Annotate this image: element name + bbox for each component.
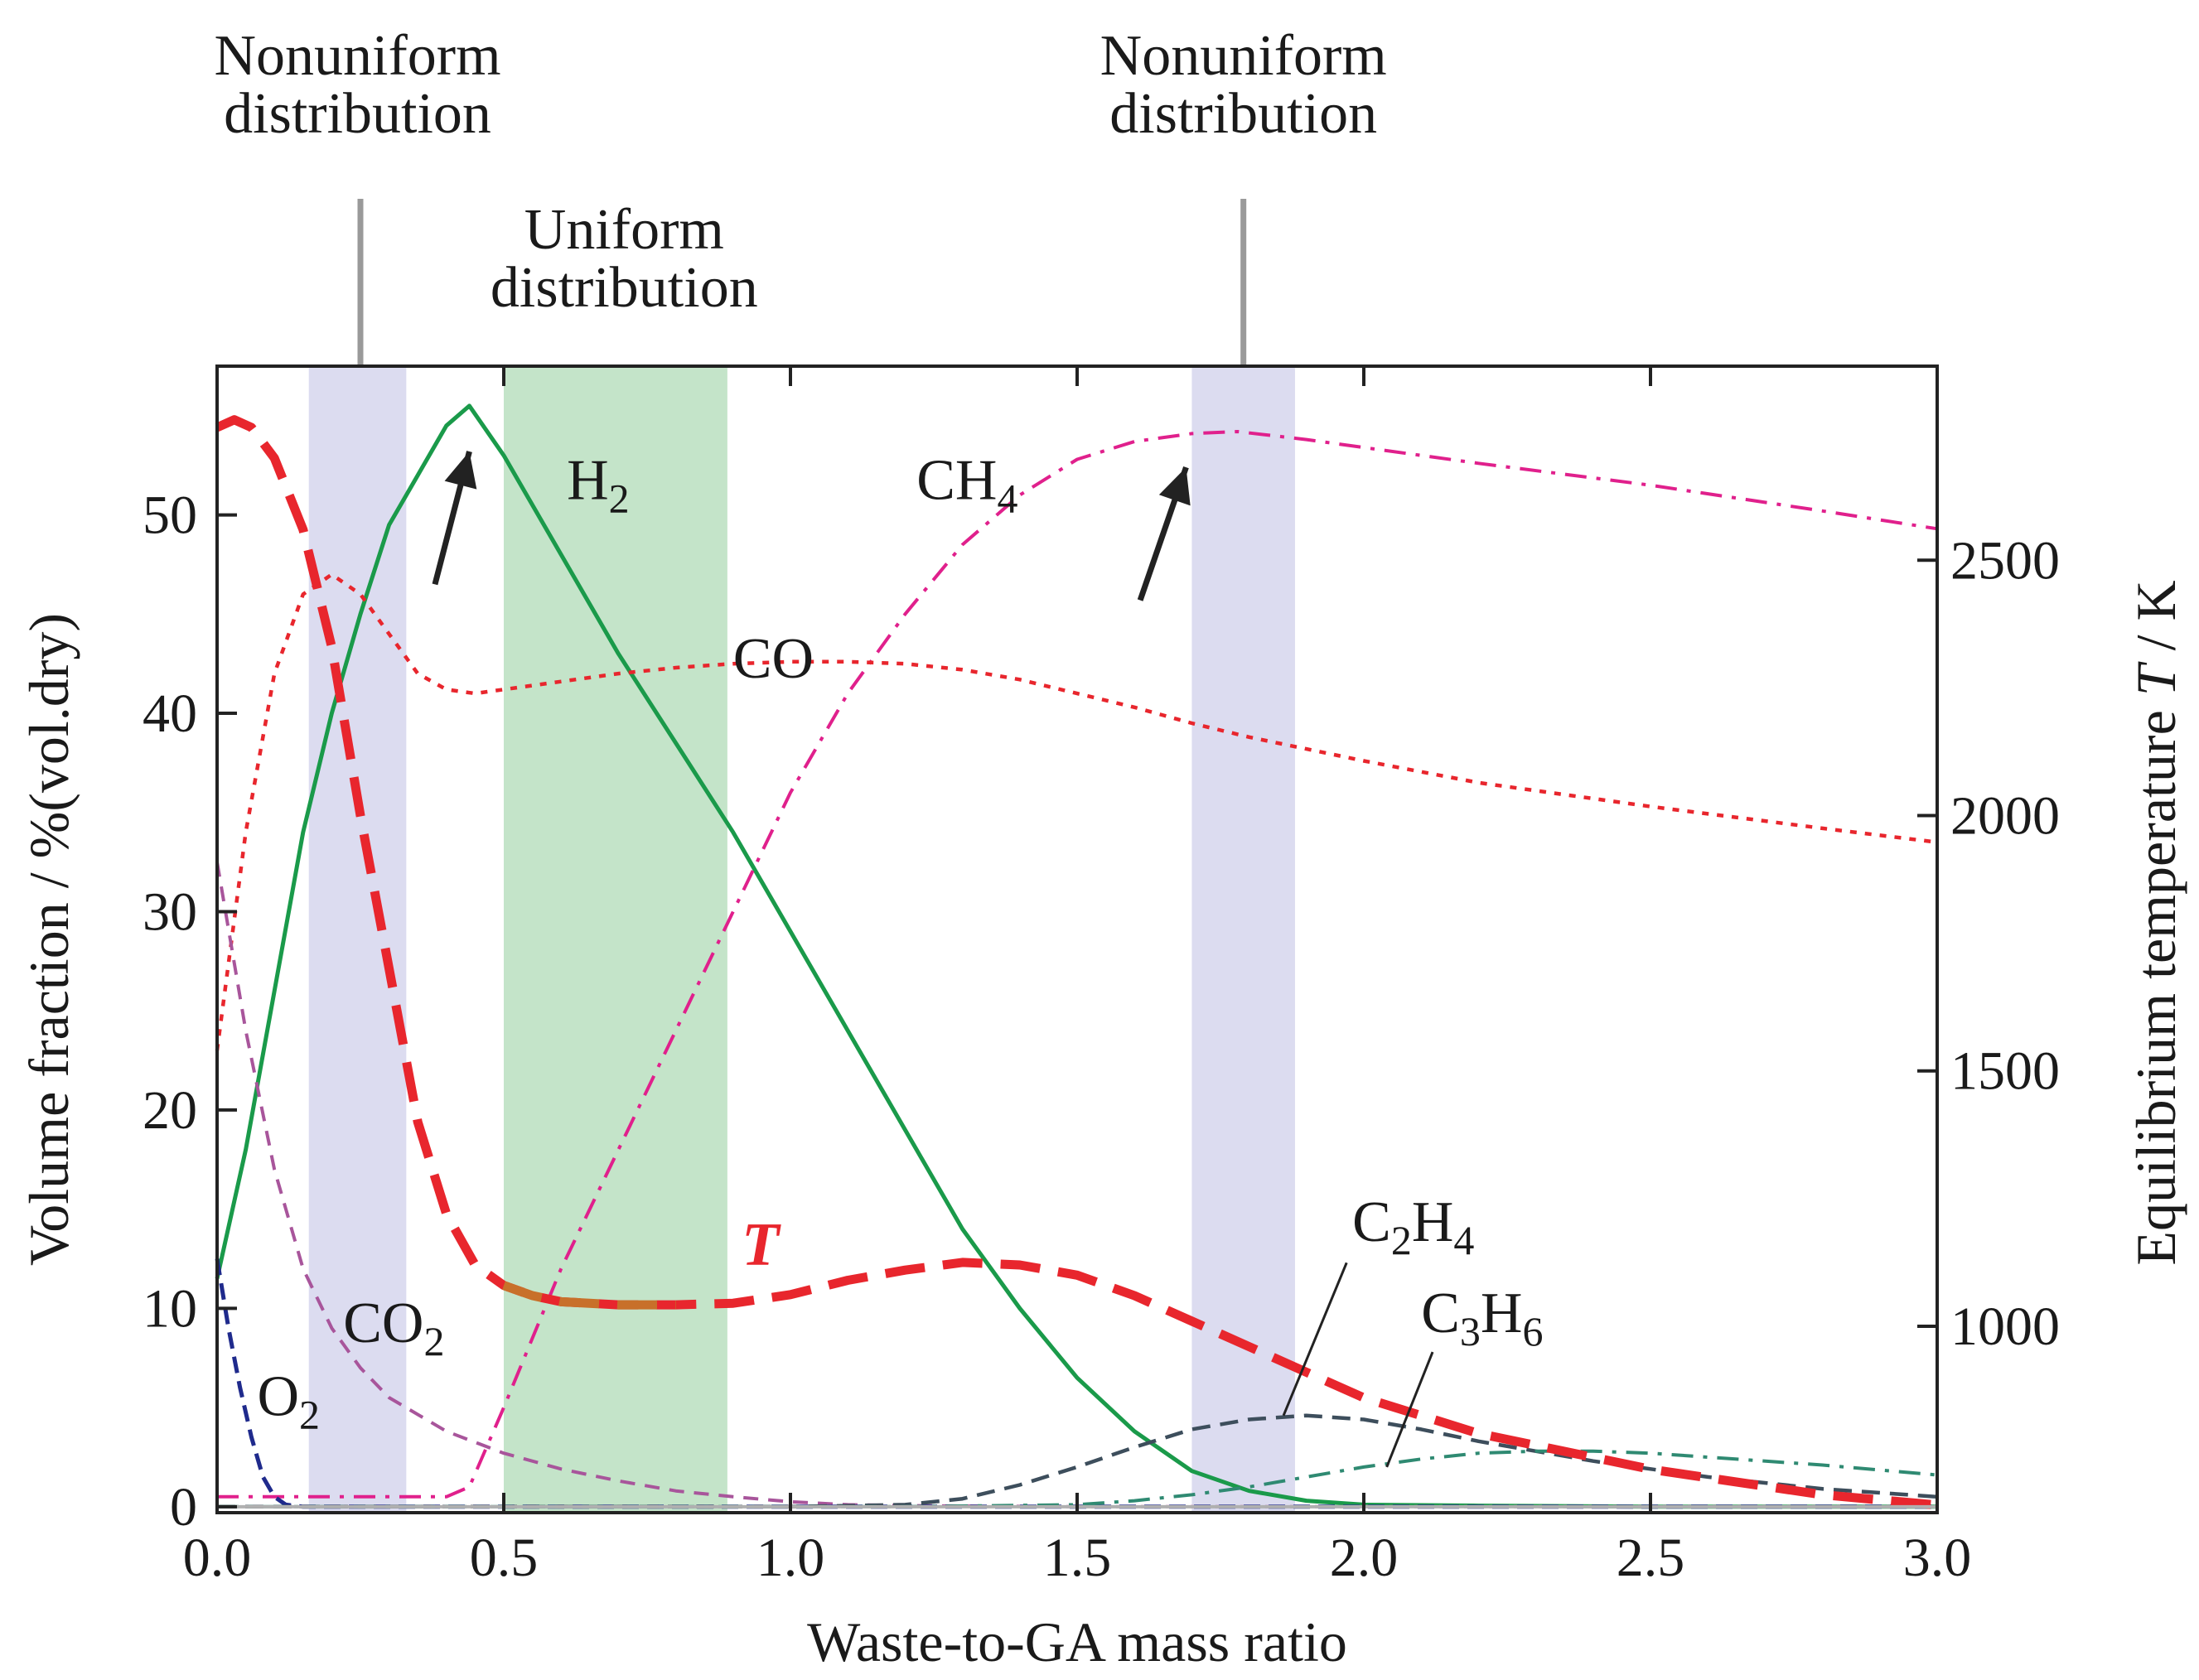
region-label-uniform-line1: Uniform: [524, 198, 724, 262]
y-axis-label: Volume fraction / %(vol.dry): [17, 613, 80, 1266]
series-label-c2h4: C2H4: [1352, 1190, 1474, 1263]
y2-axis-label: Equilibrium temperature T / K: [2124, 580, 2187, 1265]
arrow-h2-peak-head: [444, 451, 477, 490]
annotations: H2 CH4 CO CO2 O2 C2H4 C3H6 T: [257, 448, 1543, 1468]
x-tick-label-3: 1.5: [1043, 1528, 1112, 1588]
series-label-co2: CO2: [343, 1291, 444, 1364]
series-line-ch4: [217, 430, 1938, 1499]
y-tick-label-2: 20: [143, 1080, 197, 1141]
arrow-ch4-peak-head: [1158, 467, 1191, 506]
x-tick-label-6: 3.0: [1903, 1528, 1972, 1588]
series-line-t-uniform-segment: [502, 1281, 676, 1310]
region-nonuniform-1: [308, 366, 407, 1513]
y2-tick-label-0: 1000: [1950, 1296, 2060, 1357]
y2-tick-label-3: 2500: [1950, 530, 2060, 591]
axes: 0.0 0.5 1.0 1.5 2.0 2.5 3.0 0 10 20 30 40 50 1000 1500…: [17, 366, 2187, 1673]
y-tick-label-3: 30: [143, 881, 197, 942]
region-label-nonuniform-1-line2: distribution: [224, 82, 491, 146]
x-tick-label-0: 0.0: [183, 1528, 252, 1588]
series-label-co: CO: [733, 627, 814, 691]
series-lines: [215, 403, 1938, 1510]
region-label-nonuniform-1-line1: Nonuniform: [215, 24, 501, 88]
series-label-ch4: CH4: [916, 448, 1017, 521]
series-line-c2h4: [217, 1413, 1938, 1509]
y-tick-label-4: 40: [143, 683, 197, 744]
series-label-t: T: [742, 1211, 781, 1279]
region-labels: NonuniformdistributionUniformdistributio…: [215, 24, 1387, 366]
region-uniform: [504, 366, 727, 1513]
series-line-o2: [215, 1258, 1937, 1509]
region-label-nonuniform-2-line2: distribution: [1109, 82, 1377, 146]
series-line-h2: [215, 403, 1937, 1509]
x-tick-label-5: 2.5: [1617, 1528, 1685, 1588]
x-tick-label-1: 0.5: [470, 1528, 539, 1588]
region-label-nonuniform-2-line1: Nonuniform: [1100, 24, 1387, 88]
x-axis-label: Waste-to-GA mass ratio: [807, 1610, 1347, 1673]
plot-frame: [215, 364, 1939, 1514]
series-label-h2: H2: [567, 448, 630, 521]
y-tick-label-5: 50: [143, 485, 197, 546]
region-label-uniform-line2: distribution: [491, 256, 758, 320]
series-line-c3h6: [217, 1449, 1938, 1509]
y2-tick-label-1: 1500: [1950, 1041, 2060, 1102]
y-tick-label-0: 0: [170, 1477, 197, 1538]
series-line-co: [215, 572, 1938, 1051]
series-label-o2: O2: [257, 1365, 320, 1438]
series-line-co2: [215, 862, 1937, 1509]
highlight-regions: [308, 366, 1295, 1513]
x-tick-label-4: 2.0: [1330, 1528, 1399, 1588]
region-nonuniform-2: [1191, 366, 1295, 1513]
leader-c3h6: [1385, 1351, 1434, 1468]
y-tick-label-1: 10: [143, 1278, 197, 1339]
x-tick-label-2: 1.0: [756, 1528, 825, 1588]
series-line-t: [215, 415, 1938, 1510]
series-label-c3h6: C3H6: [1421, 1282, 1543, 1354]
leader-c2h4: [1282, 1262, 1348, 1417]
y2-tick-label-2: 2000: [1950, 786, 2060, 847]
